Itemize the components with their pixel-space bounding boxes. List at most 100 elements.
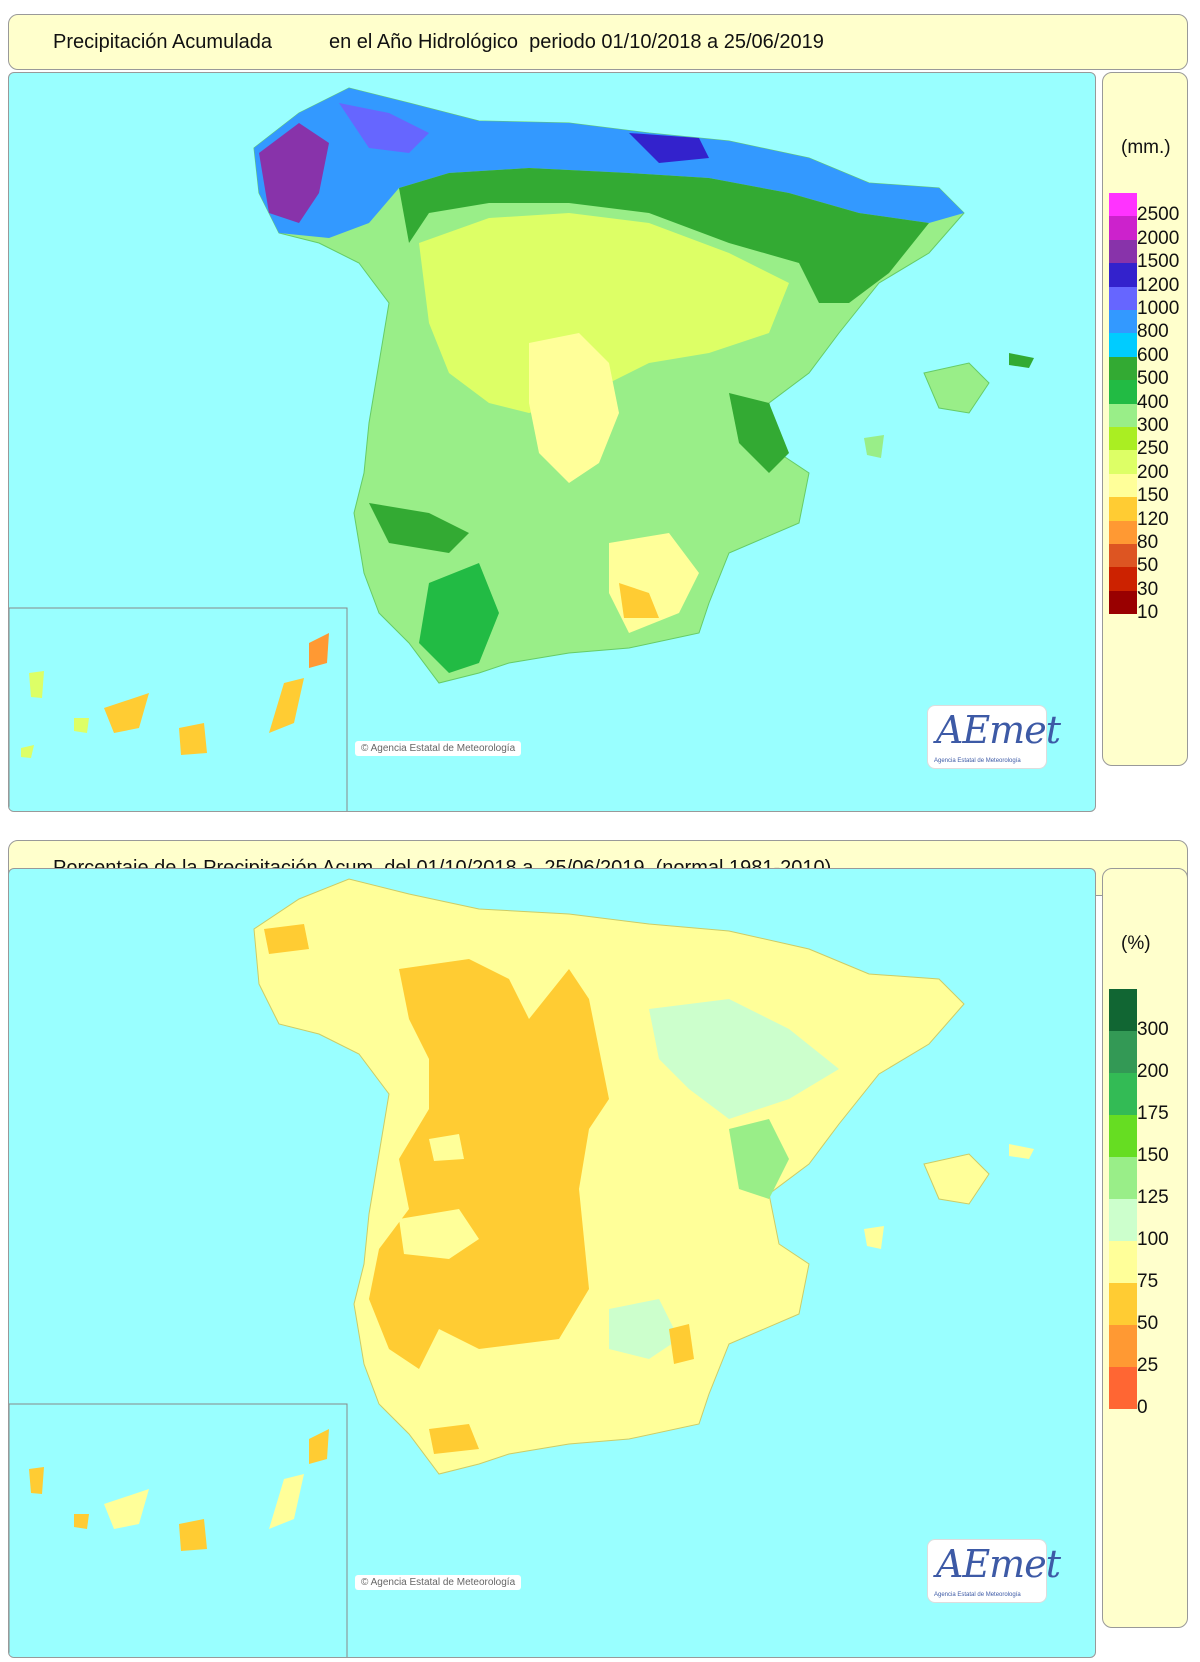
west-normal-spot-2 <box>429 1134 464 1161</box>
legend-label: 0 <box>1137 1397 1148 1418</box>
legend-unit: (%) <box>1121 933 1151 954</box>
legend-swatch <box>1109 1199 1137 1241</box>
legend-label: 2500 <box>1137 204 1180 226</box>
legend-label: 150 <box>1137 1145 1169 1166</box>
precipitation-map: © Agencia Estatal de Meteorología AEmet … <box>8 72 1096 812</box>
percentage-map-graphic <box>9 878 1034 1657</box>
interior-dry-zone <box>419 213 789 413</box>
legend-label: 80 <box>1137 532 1159 553</box>
legend-swatch <box>1109 403 1137 427</box>
legend-label: 200 <box>1137 1061 1169 1082</box>
legend-label: 30 <box>1137 578 1159 600</box>
legend-swatch <box>1109 450 1137 474</box>
west-deficit-zone <box>369 959 609 1369</box>
legend-swatch <box>1109 1031 1137 1073</box>
legend-swatch <box>1109 544 1137 568</box>
tenerife <box>104 693 149 733</box>
fuerteventura <box>269 678 304 733</box>
cantabria-wet-zone <box>629 133 709 163</box>
mallorca <box>923 362 990 414</box>
galicia-wet-zone <box>259 123 329 223</box>
legend-label: 10 <box>1137 602 1159 624</box>
legend-swatch <box>1109 520 1137 544</box>
tenerife <box>104 1489 149 1529</box>
aemet-logo: AEmet Agencia Estatal de Meteorología <box>927 705 1061 769</box>
legend-swatch <box>1109 989 1137 1031</box>
gran-canaria <box>179 1519 207 1551</box>
legend-label: 2000 <box>1137 227 1180 249</box>
legend-swatch <box>1109 473 1137 498</box>
south-green-zone <box>369 503 469 553</box>
el-hierro <box>21 745 34 758</box>
legend-label: 175 <box>1137 1103 1169 1124</box>
andalucia-green-zone <box>419 563 499 673</box>
southeast-wet-zone <box>609 1299 679 1359</box>
legend-label: 200 <box>1137 461 1169 483</box>
la-gomera <box>74 1514 89 1529</box>
west-normal-spot <box>399 1209 479 1259</box>
map-credit: © Agencia Estatal de Meteorología <box>355 1575 522 1590</box>
legend-label: 120 <box>1137 508 1169 530</box>
legend-label: 500 <box>1137 368 1169 390</box>
legend-label: 1000 <box>1137 298 1180 319</box>
logo-mark: AEmet <box>936 1542 1061 1586</box>
east-wet-zone <box>729 1119 789 1199</box>
menorca <box>1009 353 1034 368</box>
legend-label: 1500 <box>1137 251 1180 273</box>
ibiza <box>864 435 884 458</box>
logo-mark: AEmet <box>936 708 1061 752</box>
canary-inset <box>9 1403 348 1657</box>
legend-swatch <box>1109 590 1137 615</box>
lanzarote <box>309 633 329 668</box>
legend-label: 600 <box>1137 344 1169 366</box>
legend-label: 250 <box>1137 438 1169 460</box>
percentage-legend: (%) 300 200 175 150 125 100 75 50 25 0 <box>1102 868 1188 1628</box>
la-palma <box>29 1467 44 1494</box>
gran-canaria <box>179 723 207 755</box>
la-palma <box>29 671 44 698</box>
legend-label: 100 <box>1137 1229 1169 1250</box>
south-deficit-spot <box>429 1424 479 1454</box>
legend-swatch <box>1109 427 1137 451</box>
north-very-wet-zone <box>339 103 429 153</box>
legend-label: 300 <box>1137 415 1169 436</box>
percentage-panel: Porcentaje de la Precipitación Acum. del… <box>0 840 1200 1662</box>
legend-unit: (mm.) <box>1121 137 1171 158</box>
legend-swatch <box>1109 193 1137 217</box>
panel-title-bar: Precipitación Acumulada en el Año Hidrol… <box>8 14 1188 70</box>
southeast-deficit-spot <box>669 1324 694 1364</box>
east-wet-zone <box>729 393 789 473</box>
legend-swatch <box>1109 1115 1137 1157</box>
legend-label: 125 <box>1137 1187 1169 1208</box>
legend-swatch <box>1109 263 1137 287</box>
legend-swatch <box>1109 1325 1137 1367</box>
southeast-driest-zone <box>619 583 659 618</box>
legend-label: 50 <box>1137 555 1159 577</box>
legend-swatch <box>1109 216 1137 240</box>
legend-label: 1200 <box>1137 274 1180 296</box>
legend-swatch <box>1109 1157 1137 1199</box>
legend-label: 150 <box>1137 485 1169 507</box>
legend-label: 75 <box>1137 1271 1159 1292</box>
legend-swatch <box>1109 356 1137 381</box>
legend-swatch <box>1109 567 1137 591</box>
percentage-map: © Agencia Estatal de Meteorología AEmet … <box>8 868 1096 1658</box>
legend-label: 400 <box>1137 391 1169 413</box>
legend-swatch <box>1109 380 1137 404</box>
legend-label: 25 <box>1137 1355 1159 1376</box>
legend-swatch <box>1109 1241 1137 1283</box>
north-green-band <box>399 168 929 303</box>
iberia-shape <box>253 878 965 1475</box>
north-wet-zone <box>254 88 964 238</box>
precipitation-legend: (mm.) 2500 2000 1500 1200 1000 800 600 500 400 30… <box>1102 72 1188 766</box>
precipitation-map-graphic <box>9 87 1034 811</box>
precipitation-panel: Precipitación Acumulada en el Año Hidrol… <box>0 0 1200 812</box>
panel-title: Precipitación Acumulada <box>53 31 273 53</box>
logo-subtitle: Agencia Estatal de Meteorología <box>934 758 1021 764</box>
ibiza <box>864 1226 884 1249</box>
legend-swatch <box>1109 497 1137 521</box>
legend-swatch <box>1109 239 1137 264</box>
panel-subtitle: en el Año Hidrológico periodo 01/10/2018… <box>329 31 824 53</box>
map-credit: © Agencia Estatal de Meteorología <box>355 741 522 756</box>
fuerteventura <box>269 1474 304 1529</box>
